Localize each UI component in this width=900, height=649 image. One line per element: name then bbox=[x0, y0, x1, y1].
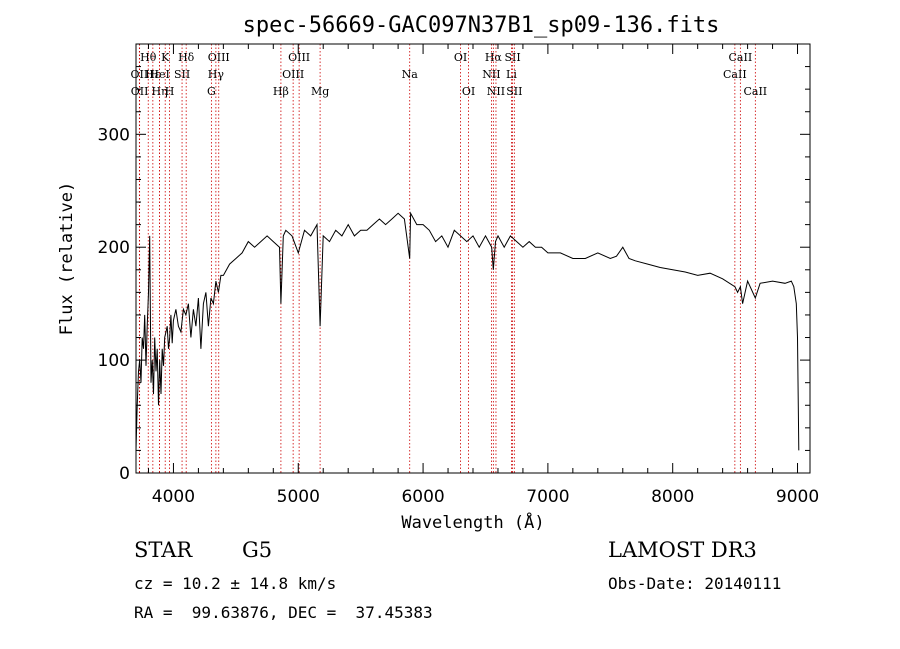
line-label-16: Mg bbox=[311, 85, 329, 98]
line-label-8: Hδ bbox=[178, 51, 195, 64]
line-label-24: Li bbox=[506, 68, 517, 81]
line-label-19: OI bbox=[462, 85, 475, 98]
line-label-0: Hθ bbox=[140, 51, 157, 64]
y-tick-label-0: 0 bbox=[119, 464, 130, 484]
obs-date-text: Obs-Date: 20140111 bbox=[608, 574, 782, 593]
x-tick-label-6000: 6000 bbox=[401, 487, 444, 507]
line-label-20: Hα bbox=[485, 51, 503, 64]
line-label-17: Na bbox=[402, 68, 419, 81]
line-label-10: OIII bbox=[208, 51, 230, 64]
line-label-3: Hε bbox=[145, 68, 161, 81]
line-label-7: H bbox=[165, 85, 175, 98]
y-tick-label-200: 200 bbox=[98, 238, 130, 258]
x-tick-label-9000: 9000 bbox=[776, 487, 819, 507]
line-label-28: CaII bbox=[743, 85, 767, 98]
survey-label: LAMOST DR3 bbox=[608, 538, 757, 562]
line-label-21: NII bbox=[482, 68, 500, 81]
redshift-text: cz = 10.2 ± 14.8 km/s bbox=[134, 574, 337, 593]
spectrum-line bbox=[135, 211, 800, 451]
x-tick-label-7000: 7000 bbox=[526, 487, 569, 507]
object-class-label: STAR bbox=[134, 538, 193, 562]
line-label-14: OIII bbox=[288, 51, 310, 64]
line-label-2: OII bbox=[131, 85, 149, 98]
line-label-9: SII bbox=[174, 68, 190, 81]
line-label-26: CaII bbox=[729, 51, 753, 64]
line-label-1: OII bbox=[131, 68, 149, 81]
plot-frame bbox=[135, 43, 811, 474]
chart-title: spec-56669-GAC097N37B1_sp09-136.fits bbox=[243, 13, 720, 38]
x-tick-label-5000: 5000 bbox=[277, 487, 320, 507]
line-label-11: Hγ bbox=[208, 68, 225, 81]
y-tick-label-300: 300 bbox=[98, 125, 130, 145]
line-label-12: G bbox=[207, 85, 216, 98]
line-label-4: Hη bbox=[151, 85, 167, 98]
line-label-23: SII bbox=[504, 51, 520, 64]
line-label-6: HeI bbox=[149, 68, 169, 81]
line-label-22: NII bbox=[487, 85, 505, 98]
y-tick-label-100: 100 bbox=[98, 351, 130, 371]
y-axis-label: Flux (relative) bbox=[57, 182, 77, 336]
x-tick-label-8000: 8000 bbox=[651, 487, 694, 507]
x-tick-label-4000: 4000 bbox=[152, 487, 195, 507]
line-label-25: SII bbox=[506, 85, 522, 98]
line-label-27: CaII bbox=[723, 68, 747, 81]
line-label-15: OIII bbox=[282, 68, 304, 81]
line-label-13: Hβ bbox=[273, 85, 289, 98]
line-label-18: OI bbox=[454, 51, 467, 64]
coordinates-text: RA = 99.63876, DEC = 37.45383 bbox=[134, 603, 433, 622]
x-axis-label: Wavelength (Å) bbox=[401, 511, 544, 533]
line-label-5: K bbox=[161, 51, 170, 64]
subclass-label: G5 bbox=[242, 538, 273, 562]
